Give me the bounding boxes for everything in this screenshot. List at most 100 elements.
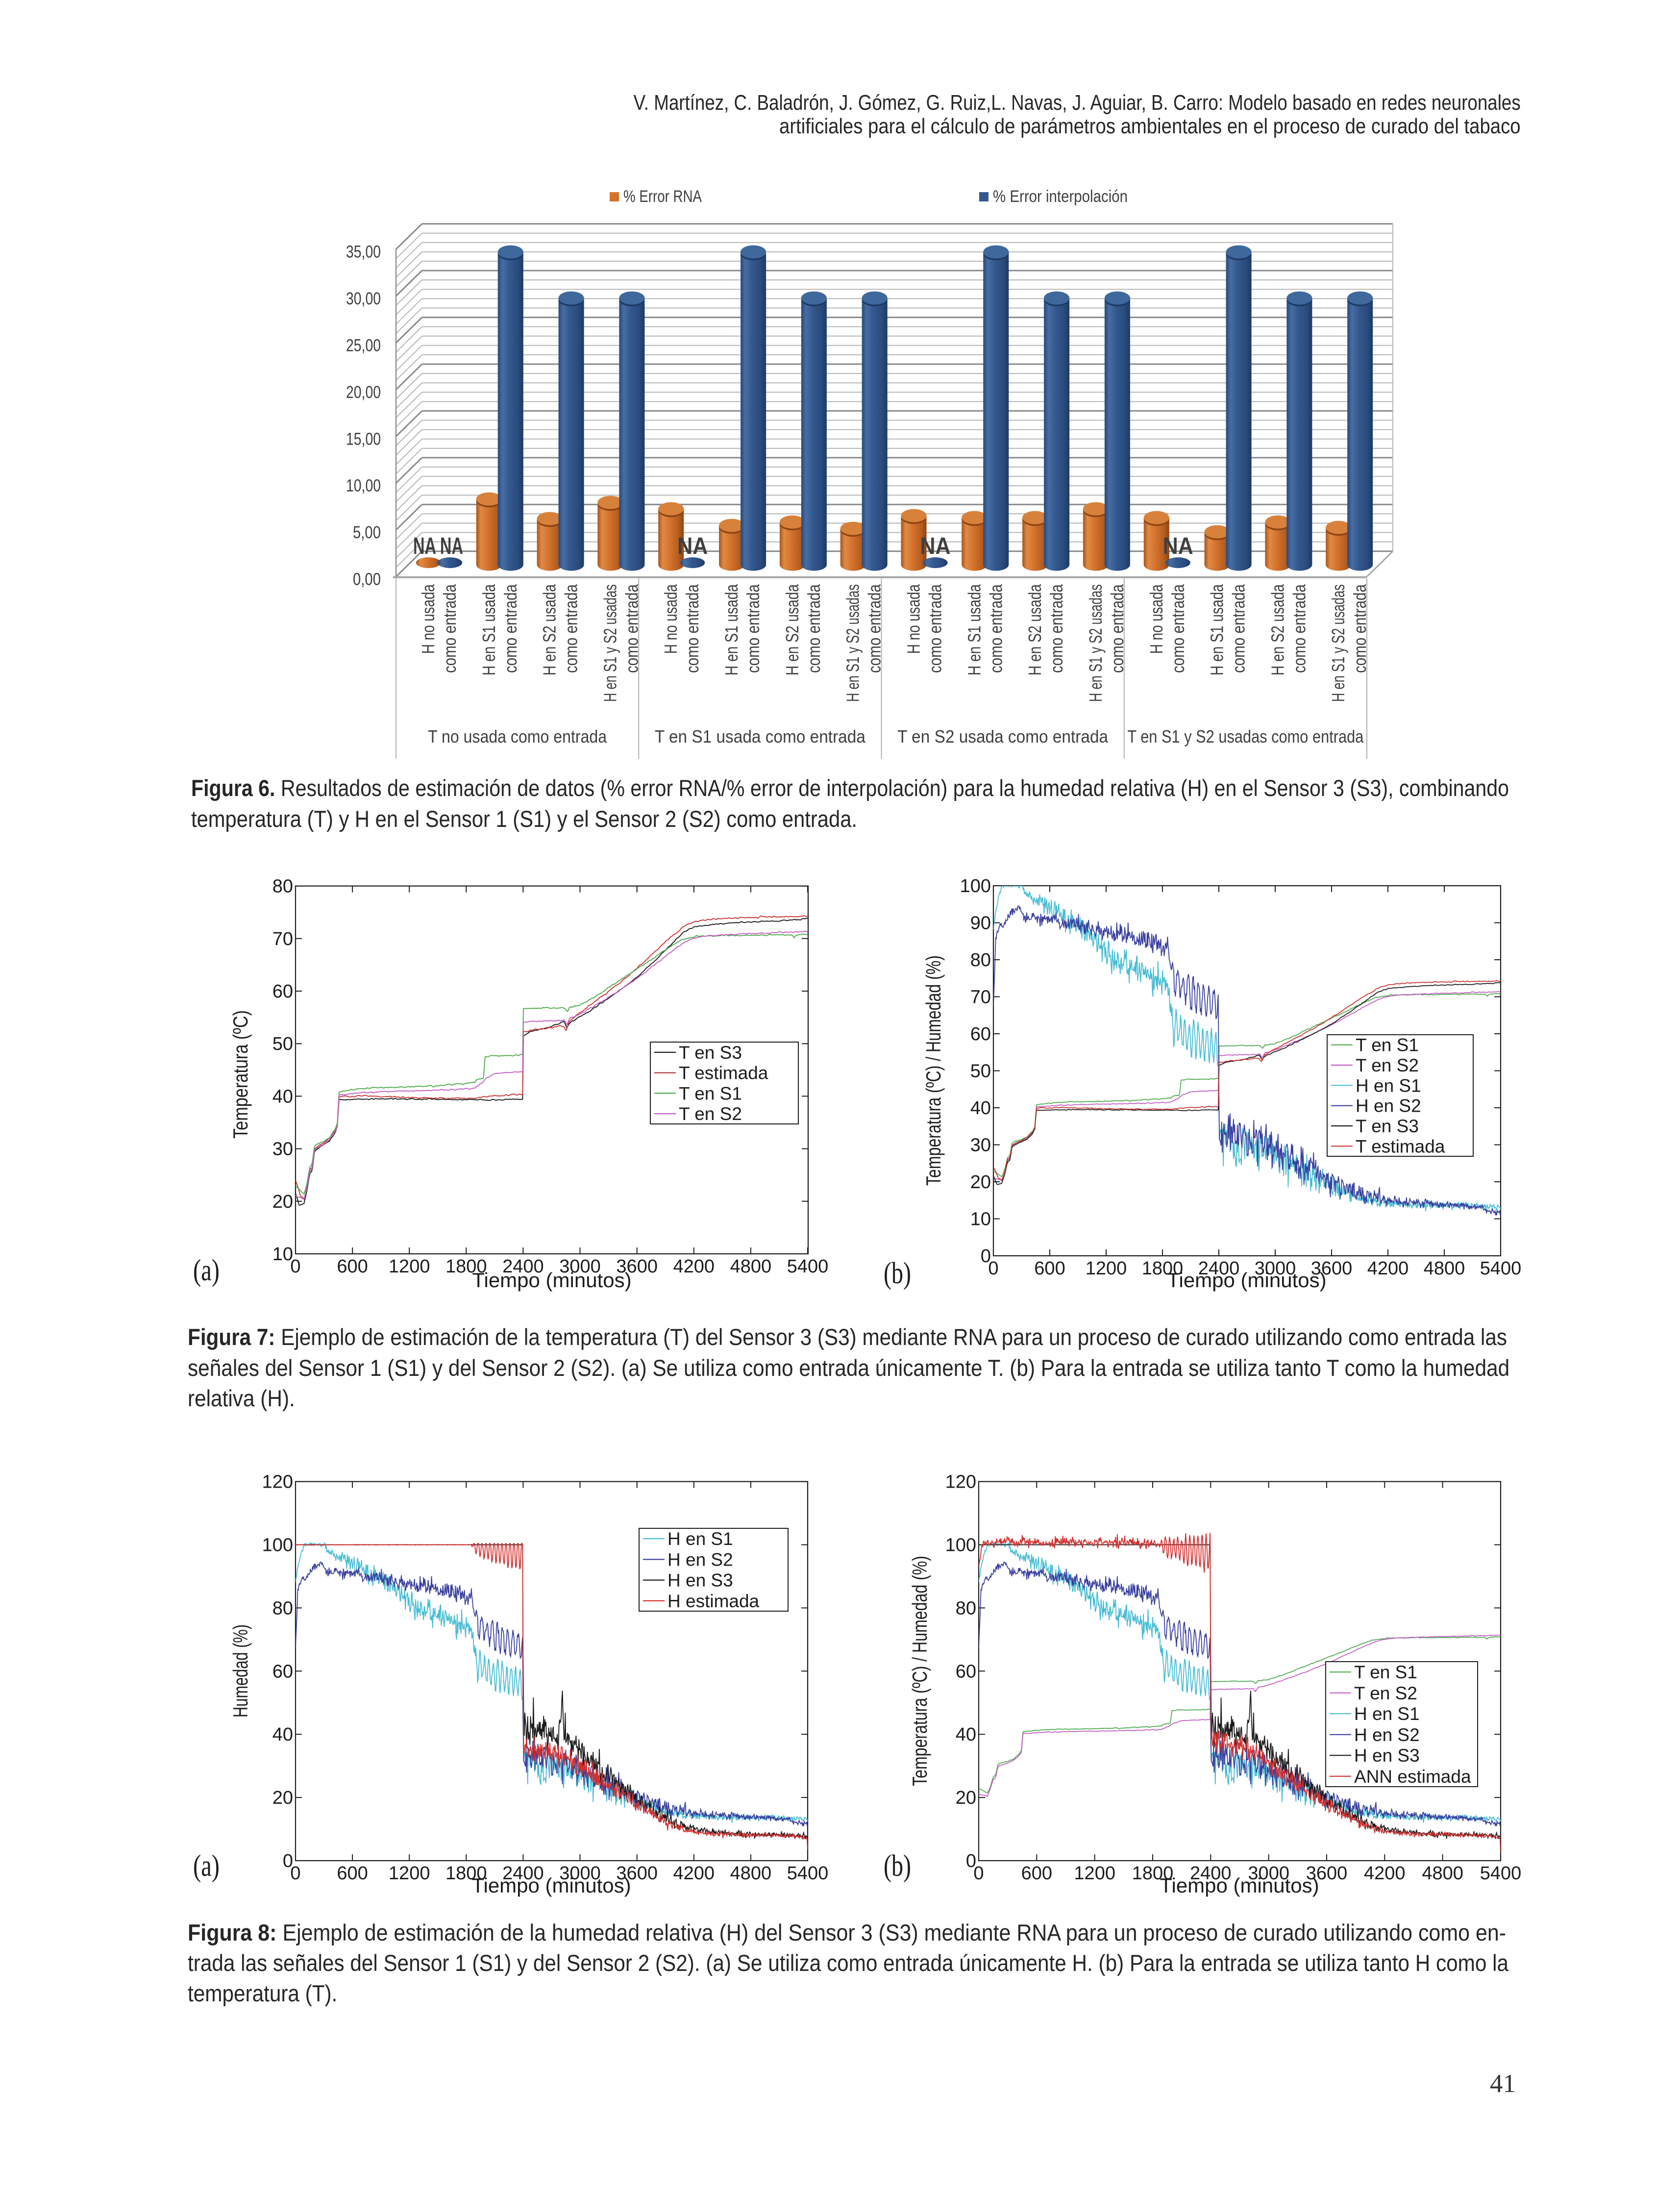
svg-text:NA: NA	[920, 533, 951, 559]
svg-text:(a): (a)	[193, 1849, 220, 1883]
svg-text:T en S3: T en S3	[1356, 1116, 1419, 1136]
svg-text:NA: NA	[677, 533, 708, 559]
svg-text:5400: 5400	[787, 1256, 829, 1277]
svg-text:T en S1 y S2 usadas como entra: T en S1 y S2 usadas como entrada	[1127, 726, 1364, 747]
svg-text:0: 0	[988, 1258, 998, 1279]
svg-text:0: 0	[290, 1863, 300, 1884]
svg-text:70: 70	[272, 929, 293, 949]
svg-text:3000: 3000	[1255, 1258, 1296, 1279]
svg-text:80: 80	[272, 876, 293, 897]
svg-text:1800: 1800	[445, 1256, 487, 1277]
svg-text:T estimada: T estimada	[679, 1063, 768, 1083]
svg-text:40: 40	[970, 1098, 991, 1119]
svg-text:3600: 3600	[1306, 1863, 1348, 1884]
svg-text:20: 20	[272, 1788, 293, 1808]
svg-text:4800: 4800	[730, 1256, 772, 1277]
svg-text:H en S2 usada: H en S2 usada	[782, 584, 802, 675]
svg-text:600: 600	[337, 1863, 368, 1884]
svg-text:como entrada: como entrada	[743, 584, 763, 673]
svg-text:120: 120	[262, 1472, 293, 1493]
svg-text:H no usada: H no usada	[418, 584, 438, 654]
svg-text:80: 80	[956, 1598, 976, 1619]
svg-text:T en S3: T en S3	[679, 1043, 742, 1063]
svg-text:3600: 3600	[1311, 1258, 1353, 1279]
svg-text:Temperatura (ºC) / Humedad (%): Temperatura (ºC) / Humedad (%)	[908, 1556, 931, 1786]
svg-text:5400: 5400	[1480, 1258, 1522, 1279]
svg-text:como entrada: como entrada	[1229, 584, 1249, 673]
svg-text:2400: 2400	[502, 1256, 544, 1277]
svg-text:H en S2 usada: H en S2 usada	[1267, 584, 1287, 675]
svg-text:3000: 3000	[1248, 1863, 1289, 1884]
svg-text:1200: 1200	[1074, 1863, 1115, 1884]
svg-text:100: 100	[945, 1535, 976, 1556]
svg-text:(b): (b)	[884, 1849, 911, 1883]
svg-text:15,00: 15,00	[346, 429, 381, 448]
svg-text:ANN estimada: ANN estimada	[1354, 1767, 1471, 1787]
svg-text:H estimada: H estimada	[667, 1591, 760, 1611]
svg-text:4800: 4800	[1422, 1863, 1463, 1884]
svg-text:600: 600	[337, 1256, 368, 1277]
svg-text:H en S1 y S2 usadas: H en S1 y S2 usadas	[1328, 584, 1348, 702]
svg-text:3000: 3000	[559, 1256, 601, 1277]
svg-text:4200: 4200	[673, 1256, 715, 1277]
svg-text:H en S1 y S2 usadas: H en S1 y S2 usadas	[843, 584, 863, 702]
svg-text:40: 40	[272, 1724, 293, 1745]
svg-text:H en S1 usada: H en S1 usada	[479, 584, 499, 675]
svg-text:3600: 3600	[616, 1863, 658, 1884]
svg-text:35,00: 35,00	[346, 243, 381, 262]
svg-text:4200: 4200	[1367, 1258, 1409, 1279]
svg-text:0: 0	[966, 1851, 976, 1871]
svg-text:10: 10	[970, 1209, 991, 1230]
svg-text:600: 600	[1021, 1863, 1052, 1884]
svg-text:60: 60	[956, 1661, 976, 1682]
svg-text:3000: 3000	[559, 1863, 601, 1884]
svg-text:T estimada: T estimada	[1356, 1136, 1445, 1156]
svg-text:como entrada: como entrada	[1168, 584, 1188, 673]
svg-text:H en S2 usada: H en S2 usada	[1025, 584, 1045, 675]
svg-text:como entrada: como entrada	[925, 584, 945, 673]
svg-text:40: 40	[272, 1086, 293, 1107]
svg-text:H en S2 usada: H en S2 usada	[540, 584, 560, 675]
svg-text:Temperatura (ºC) / Humedad (%): Temperatura (ºC) / Humedad (%)	[922, 955, 945, 1186]
svg-text:H en S3: H en S3	[667, 1570, 733, 1591]
svg-text:H no usada: H no usada	[1146, 584, 1166, 654]
svg-text:como entrada: como entrada	[561, 584, 581, 673]
svg-text:0: 0	[290, 1256, 300, 1277]
svg-text:1800: 1800	[1142, 1258, 1184, 1279]
svg-text:1800: 1800	[1132, 1863, 1174, 1884]
svg-text:120: 120	[945, 1472, 976, 1493]
svg-text:80: 80	[272, 1598, 293, 1619]
svg-text:Tiempo (minutos): Tiempo (minutos)	[472, 1269, 631, 1292]
svg-text:H en S3: H en S3	[1354, 1745, 1420, 1766]
svg-text:25,00: 25,00	[346, 336, 381, 355]
svg-text:T en S1: T en S1	[1356, 1035, 1419, 1055]
svg-text:4800: 4800	[730, 1863, 772, 1884]
svg-text:T en S2: T en S2	[1354, 1683, 1417, 1703]
svg-text:Tiempo (minutos): Tiempo (minutos)	[1160, 1874, 1319, 1897]
svg-text:T no usada como entrada: T no usada como entrada	[428, 726, 607, 747]
svg-text:H no usada: H no usada	[661, 584, 681, 654]
svg-text:20: 20	[956, 1788, 976, 1808]
svg-text:70: 70	[970, 987, 991, 1008]
svg-text:4800: 4800	[1424, 1258, 1465, 1279]
svg-text:0: 0	[973, 1863, 984, 1884]
svg-text:5,00: 5,00	[353, 523, 381, 542]
svg-text:0: 0	[283, 1851, 293, 1871]
svg-text:0: 0	[981, 1246, 991, 1267]
svg-text:H en S1 usada: H en S1 usada	[721, 584, 741, 675]
svg-text:20,00: 20,00	[346, 383, 381, 402]
svg-text:como entrada: como entrada	[440, 584, 460, 673]
svg-text:50: 50	[272, 1034, 293, 1054]
svg-text:T en S2: T en S2	[679, 1104, 742, 1124]
svg-text:30: 30	[272, 1139, 293, 1160]
svg-text:T en S1 usada como entrada: T en S1 usada como entrada	[655, 726, 866, 747]
svg-text:3600: 3600	[616, 1256, 658, 1277]
svg-text:50: 50	[970, 1061, 991, 1082]
svg-text:Temperatura (ºC): Temperatura (ºC)	[229, 1010, 252, 1139]
svg-text:10,00: 10,00	[346, 476, 381, 496]
svg-text:NA NA: NA NA	[413, 533, 463, 559]
svg-text:H en S2: H en S2	[1354, 1725, 1420, 1745]
svg-text:H en S1 usada: H en S1 usada	[964, 584, 984, 675]
svg-text:30,00: 30,00	[346, 289, 381, 308]
svg-text:20: 20	[970, 1172, 991, 1193]
